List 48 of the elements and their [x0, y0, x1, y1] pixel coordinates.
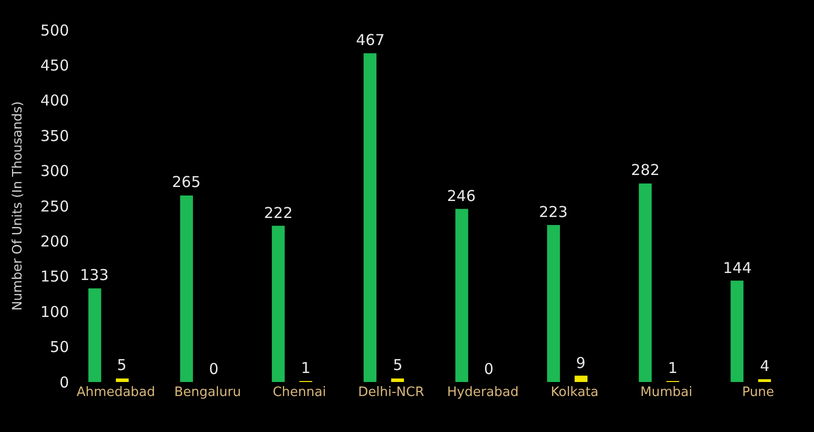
- data-label: 5: [393, 356, 403, 374]
- data-label: 1: [668, 359, 678, 377]
- bar: [638, 183, 652, 382]
- x-tick-label: Delhi-NCR: [358, 385, 424, 400]
- bar: [364, 53, 376, 382]
- y-tick-label: 0: [59, 373, 69, 392]
- bar: [88, 288, 102, 382]
- bar: [547, 225, 560, 382]
- y-tick-label: 300: [40, 162, 69, 180]
- x-tick-label: Mumbai: [640, 385, 692, 400]
- y-tick-label: 250: [40, 197, 69, 216]
- data-label: 282: [631, 161, 660, 179]
- x-tick-label: Ahmedabad: [76, 385, 156, 400]
- data-label: 4: [760, 357, 770, 375]
- y-tick-label: 50: [50, 338, 69, 356]
- y-tick-label: 200: [40, 232, 69, 250]
- x-tick-label: Kolkata: [550, 385, 599, 400]
- data-label: 144: [723, 259, 752, 277]
- bar: [116, 378, 129, 382]
- bar: [272, 226, 285, 382]
- data-label: 133: [80, 266, 109, 284]
- x-tick-label: Pune: [742, 385, 774, 400]
- data-label: 5: [117, 356, 127, 374]
- data-label: 0: [209, 360, 219, 378]
- x-tick-label: Chennai: [272, 385, 326, 400]
- data-label: 0: [484, 360, 494, 378]
- data-label: 223: [539, 203, 568, 221]
- data-label: 1: [301, 359, 311, 377]
- y-tick-label: 450: [40, 56, 69, 74]
- y-axis-title: Number Of Units (In Thousands): [10, 101, 26, 311]
- y-tick-label: 400: [40, 92, 69, 110]
- bar: [455, 208, 468, 382]
- bar: [730, 280, 744, 382]
- y-tick-label: 350: [40, 126, 69, 145]
- bar: [758, 379, 771, 382]
- y-tick-label: 100: [40, 302, 69, 321]
- x-tick-label: Hyderabad: [447, 385, 519, 400]
- data-label: 246: [447, 187, 476, 205]
- data-label: 9: [576, 354, 586, 372]
- data-label: 265: [172, 173, 201, 191]
- bar: [180, 195, 193, 382]
- data-label: 467: [356, 31, 385, 49]
- x-tick-label: Bengaluru: [174, 385, 242, 400]
- bar: [574, 376, 588, 382]
- data-label: 222: [264, 204, 293, 222]
- y-tick-label: 150: [40, 268, 69, 286]
- y-tick-label: 500: [40, 21, 69, 40]
- bar: [391, 378, 404, 382]
